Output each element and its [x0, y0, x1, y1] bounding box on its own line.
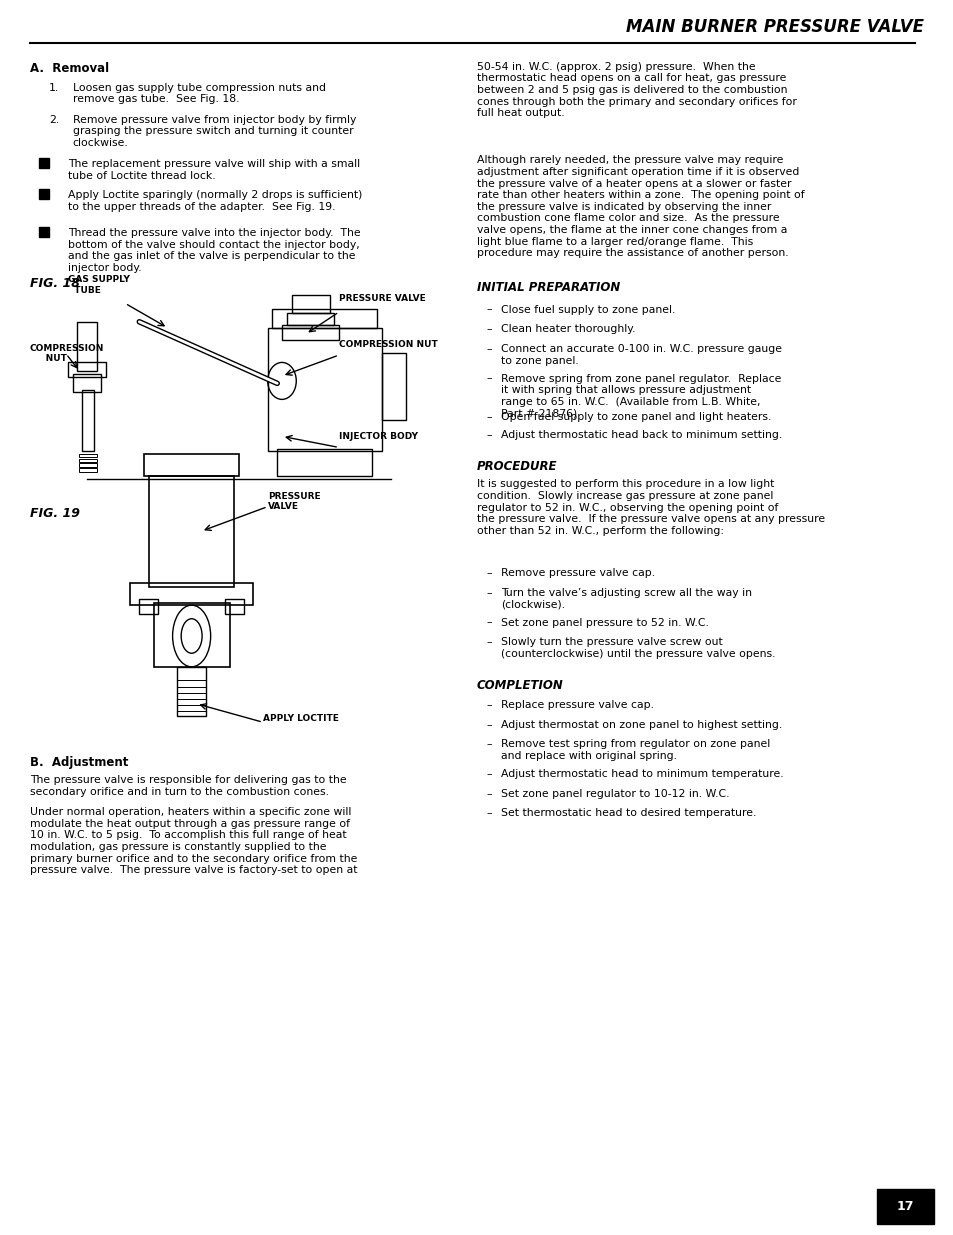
Text: PROCEDURE: PROCEDURE: [476, 459, 557, 473]
Text: 1.: 1.: [49, 83, 59, 93]
Text: Open fuel supply to zone panel and light heaters.: Open fuel supply to zone panel and light…: [500, 411, 770, 421]
Text: Remove pressure valve cap.: Remove pressure valve cap.: [500, 568, 654, 578]
Text: INITIAL PREPARATION: INITIAL PREPARATION: [476, 282, 619, 294]
Text: –: –: [486, 430, 492, 440]
Bar: [277, 448, 372, 475]
Text: It is suggested to perform this procedure in a low light
condition.  Slowly incr: It is suggested to perform this procedur…: [476, 479, 824, 536]
Text: Clean heater thoroughly.: Clean heater thoroughly.: [500, 325, 635, 335]
Text: COMPRESSION
     NUT: COMPRESSION NUT: [30, 343, 104, 363]
Text: –: –: [486, 637, 492, 647]
Text: –: –: [486, 588, 492, 598]
Text: –: –: [486, 411, 492, 421]
Text: –: –: [486, 305, 492, 315]
Text: –: –: [486, 809, 492, 819]
Text: Adjust thermostatic head back to minimum setting.: Adjust thermostatic head back to minimum…: [500, 430, 781, 440]
Text: –: –: [486, 720, 492, 730]
Bar: [381, 352, 405, 420]
Bar: [79, 453, 96, 457]
Text: –: –: [486, 789, 492, 799]
Text: INJECTOR BODY: INJECTOR BODY: [338, 432, 417, 441]
Text: Apply Loctite sparingly (normally 2 drops is sufficient)
to the upper threads of: Apply Loctite sparingly (normally 2 drop…: [68, 190, 362, 211]
Text: –: –: [486, 740, 492, 750]
Text: Adjust thermostat on zone panel to highest setting.: Adjust thermostat on zone panel to highe…: [500, 720, 781, 730]
Bar: [39, 158, 49, 168]
Bar: [292, 295, 329, 314]
Text: –: –: [486, 568, 492, 578]
Text: –: –: [486, 618, 492, 627]
Text: Adjust thermostatic head to minimum temperature.: Adjust thermostatic head to minimum temp…: [500, 769, 782, 779]
Text: B.  Adjustment: B. Adjustment: [30, 756, 128, 768]
Text: Although rarely needed, the pressure valve may require
adjustment after signific: Although rarely needed, the pressure val…: [476, 156, 803, 258]
Bar: [225, 599, 244, 614]
Text: Set thermostatic head to desired temperature.: Set thermostatic head to desired tempera…: [500, 809, 756, 819]
Text: COMPLETION: COMPLETION: [476, 679, 563, 692]
Text: The replacement pressure valve will ship with a small
tube of Loctite thread loc: The replacement pressure valve will ship…: [68, 159, 359, 180]
Text: The pressure valve is responsible for delivering gas to the
secondary orifice an: The pressure valve is responsible for de…: [30, 776, 346, 797]
Text: Thread the pressure valve into the injector body.  The
bottom of the valve shoul: Thread the pressure valve into the injec…: [68, 228, 360, 273]
Text: Turn the valve’s adjusting screw all the way in
(clockwise).: Turn the valve’s adjusting screw all the…: [500, 588, 751, 610]
Text: PRESSURE
VALVE: PRESSURE VALVE: [268, 492, 320, 511]
Bar: [72, 373, 101, 391]
Text: Under normal operation, heaters within a specific zone will
modulate the heat ou: Under normal operation, heaters within a…: [30, 808, 357, 876]
Bar: [273, 310, 376, 329]
Bar: [268, 329, 381, 451]
Bar: [876, 1189, 933, 1224]
Bar: [287, 314, 334, 326]
Text: Connect an accurate 0-100 in. W.C. pressure gauge
to zone panel.: Connect an accurate 0-100 in. W.C. press…: [500, 343, 781, 366]
Text: Remove spring from zone panel regulator.  Replace
it with spring that allows pre: Remove spring from zone panel regulator.…: [500, 373, 781, 419]
Text: Set zone panel regulator to 10-12 in. W.C.: Set zone panel regulator to 10-12 in. W.…: [500, 789, 728, 799]
Bar: [153, 603, 230, 667]
Text: 2.: 2.: [49, 115, 59, 125]
Text: GAS SUPPLY
  TUBE: GAS SUPPLY TUBE: [68, 275, 130, 295]
Text: –: –: [486, 373, 492, 384]
Text: MAIN BURNER PRESSURE VALVE: MAIN BURNER PRESSURE VALVE: [625, 17, 923, 36]
Text: Loosen gas supply tube compression nuts and
remove gas tube.  See Fig. 18.: Loosen gas supply tube compression nuts …: [72, 83, 325, 104]
Bar: [149, 475, 234, 587]
Bar: [82, 389, 93, 451]
Bar: [130, 583, 253, 605]
Text: Close fuel supply to zone panel.: Close fuel supply to zone panel.: [500, 305, 675, 315]
Text: A.  Removal: A. Removal: [30, 62, 109, 75]
Bar: [39, 189, 49, 199]
Text: Remove test spring from regulator on zone panel
and replace with original spring: Remove test spring from regulator on zon…: [500, 740, 769, 761]
Bar: [79, 468, 96, 472]
Text: Slowly turn the pressure valve screw out
(counterclockwise) until the pressure v: Slowly turn the pressure valve screw out…: [500, 637, 775, 658]
Text: PRESSURE VALVE: PRESSURE VALVE: [338, 294, 425, 304]
Text: –: –: [486, 769, 492, 779]
Bar: [77, 322, 96, 370]
Text: Replace pressure valve cap.: Replace pressure valve cap.: [500, 700, 653, 710]
Text: Remove pressure valve from injector body by firmly
grasping the pressure switch : Remove pressure valve from injector body…: [72, 115, 355, 148]
Bar: [79, 458, 96, 462]
Bar: [139, 599, 158, 614]
Bar: [177, 667, 206, 716]
Text: COMPRESSION NUT: COMPRESSION NUT: [338, 340, 437, 348]
Text: –: –: [486, 343, 492, 354]
Text: FIG. 18: FIG. 18: [30, 278, 80, 290]
Bar: [79, 463, 96, 467]
Text: –: –: [486, 325, 492, 335]
Bar: [68, 362, 106, 377]
Text: 50-54 in. W.C. (approx. 2 psig) pressure.  When the
thermostatic head opens on a: 50-54 in. W.C. (approx. 2 psig) pressure…: [476, 62, 796, 119]
Bar: [282, 326, 338, 341]
Text: FIG. 19: FIG. 19: [30, 506, 80, 520]
Text: APPLY LOCTITE: APPLY LOCTITE: [263, 714, 338, 722]
Text: Set zone panel pressure to 52 in. W.C.: Set zone panel pressure to 52 in. W.C.: [500, 618, 708, 627]
Bar: [39, 227, 49, 237]
Text: –: –: [486, 700, 492, 710]
Text: 17: 17: [896, 1200, 913, 1213]
Bar: [144, 453, 239, 475]
